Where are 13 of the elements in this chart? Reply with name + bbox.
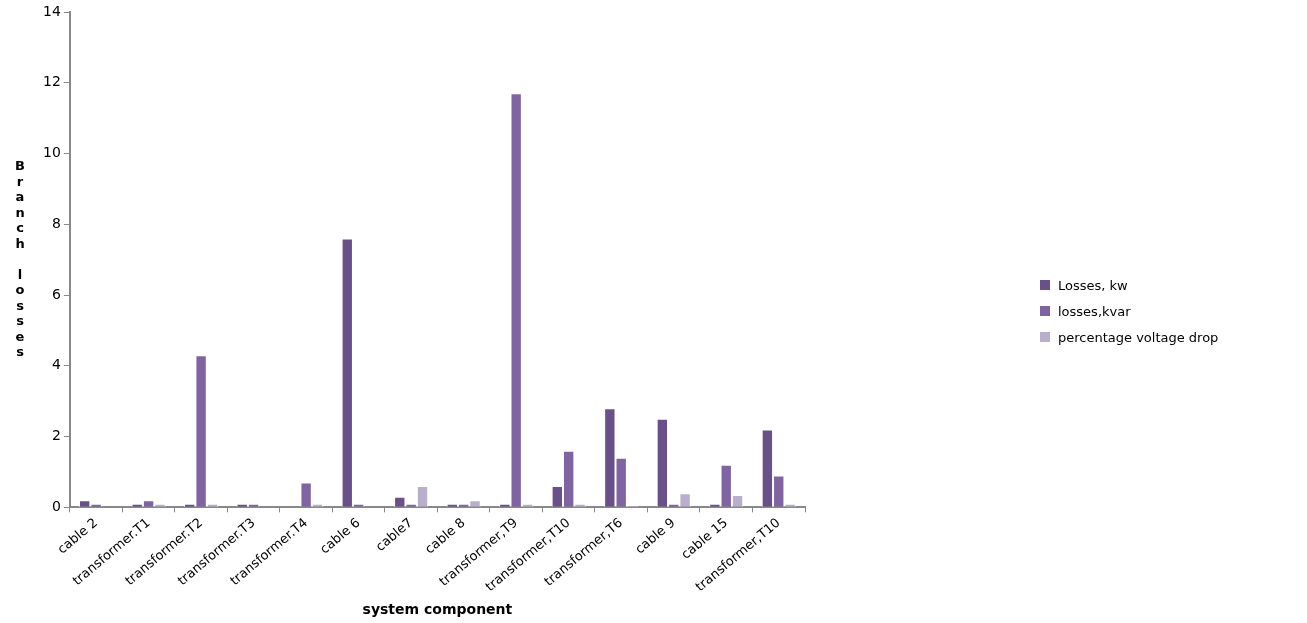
y-tick-label: 8 <box>51 214 61 231</box>
y-tick-label: 6 <box>51 285 61 302</box>
x-axis-title: system component <box>362 601 513 618</box>
y-tick-label: 2 <box>51 427 61 444</box>
legend-label: Losses, kw <box>1058 277 1128 293</box>
y-tick-label: 12 <box>42 73 61 90</box>
y-tick-label: 0 <box>51 497 61 514</box>
text: Branch losses <box>15 158 25 360</box>
y-tick-label: 14 <box>42 2 61 19</box>
legend-label: losses,kvar <box>1058 303 1131 319</box>
y-tick-label: 4 <box>51 356 61 373</box>
y-tick-label: 10 <box>42 144 61 161</box>
legend-label: percentage voltage drop <box>1058 329 1219 345</box>
